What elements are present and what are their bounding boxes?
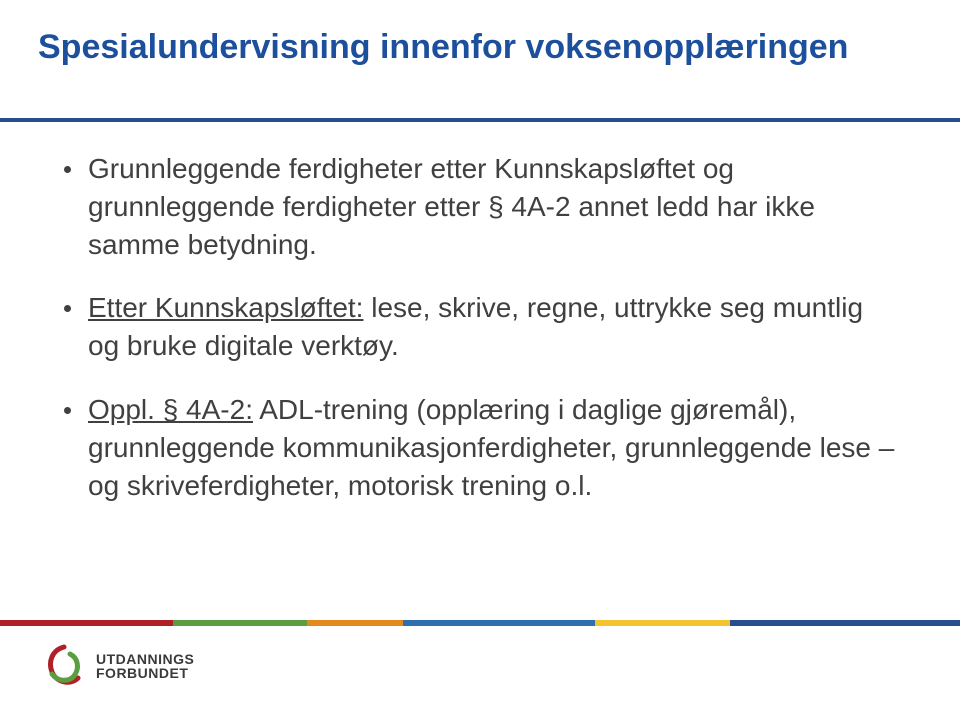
logo-text-line2: FORBUNDET	[96, 666, 194, 680]
footer-stripe	[0, 620, 960, 626]
slide-body: Grunnleggende ferdigheter etter Kunnskap…	[60, 150, 900, 530]
logo-mark-icon	[42, 644, 86, 688]
logo-text: UTDANNINGS FORBUNDET	[96, 652, 194, 680]
stripe-segment	[0, 620, 173, 626]
stripe-segment	[595, 620, 729, 626]
bullet-list: Grunnleggende ferdigheter etter Kunnskap…	[60, 150, 900, 504]
slide-header: Spesialundervisning innenfor voksenopplæ…	[0, 0, 960, 110]
logo-text-line1: UTDANNINGS	[96, 652, 194, 666]
footer-logo: UTDANNINGS FORBUNDET	[42, 644, 194, 688]
bullet-item: Oppl. § 4A-2: ADL-trening (opplæring i d…	[60, 391, 900, 504]
stripe-segment	[403, 620, 595, 626]
bullet-item: Grunnleggende ferdigheter etter Kunnskap…	[60, 150, 900, 263]
bullet-text-segment: Oppl. § 4A-2:	[88, 394, 253, 425]
bullet-item: Etter Kunnskapsløftet: lese, skrive, reg…	[60, 289, 900, 365]
bullet-text-segment: Grunnleggende ferdigheter etter Kunnskap…	[88, 153, 815, 260]
stripe-segment	[173, 620, 307, 626]
header-divider	[0, 118, 960, 122]
bullet-text-segment: Etter Kunnskapsløftet:	[88, 292, 363, 323]
slide-title: Spesialundervisning innenfor voksenopplæ…	[38, 28, 922, 67]
stripe-segment	[730, 620, 960, 626]
slide-footer: UTDANNINGS FORBUNDET	[0, 620, 960, 710]
stripe-segment	[307, 620, 403, 626]
